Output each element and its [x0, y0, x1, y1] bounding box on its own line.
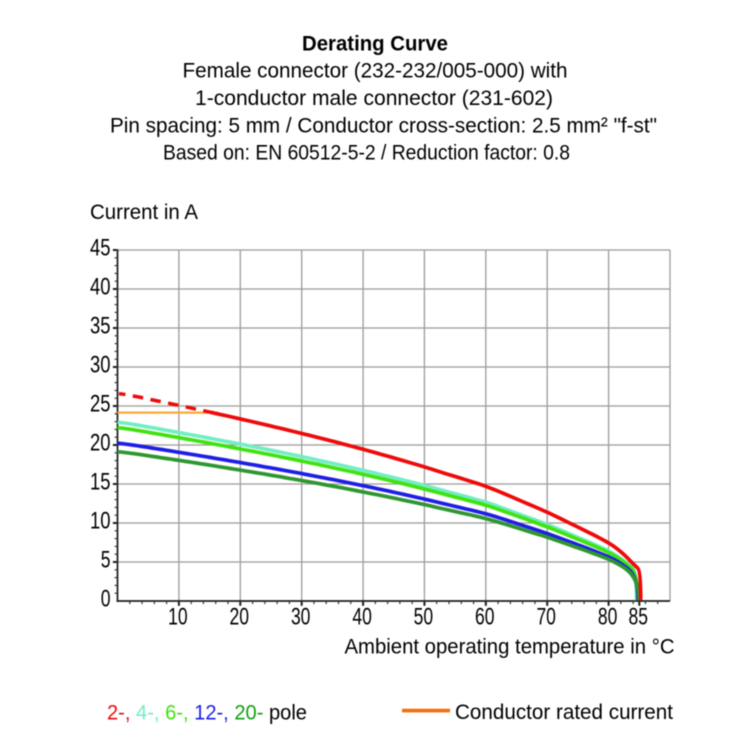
svg-text:40: 40	[352, 603, 372, 630]
svg-text:50: 50	[414, 603, 434, 630]
svg-text:30: 30	[90, 352, 111, 379]
svg-text:20: 20	[90, 430, 111, 457]
svg-text:Conductor rated current: Conductor rated current	[455, 700, 673, 724]
svg-text:20: 20	[230, 603, 250, 630]
svg-text:25: 25	[90, 391, 111, 418]
svg-text:40: 40	[90, 274, 111, 301]
svg-text:Based on: EN 60512-5-2 / Reduc: Based on: EN 60512-5-2 / Reduction facto…	[163, 141, 570, 165]
svg-text:Ambient operating temperature: Ambient operating temperature in °C	[345, 635, 675, 659]
svg-text:Current in A: Current in A	[90, 200, 199, 224]
svg-text:35: 35	[90, 313, 111, 340]
svg-text:60: 60	[475, 603, 495, 630]
svg-text:70: 70	[536, 603, 556, 630]
svg-text:45: 45	[90, 235, 111, 262]
svg-text:10: 10	[168, 603, 188, 630]
svg-text:Female connector (232-232/005-: Female connector (232-232/005-000) with	[183, 59, 568, 83]
svg-text:10: 10	[90, 508, 111, 535]
svg-text:80: 80	[598, 603, 618, 630]
svg-text:30: 30	[291, 603, 311, 630]
svg-text:2-, 4-, 6-, 12-, 20- pole: 2-, 4-, 6-, 12-, 20- pole	[107, 700, 307, 724]
svg-text:15: 15	[90, 469, 111, 496]
svg-text:5: 5	[101, 547, 111, 574]
svg-text:0: 0	[101, 586, 111, 613]
svg-text:Derating Curve: Derating Curve	[302, 31, 448, 55]
svg-text:Pin spacing: 5 mm / Conductor: Pin spacing: 5 mm / Conductor cross-sect…	[110, 113, 657, 137]
svg-text:85: 85	[629, 603, 649, 630]
svg-text:1-conductor male connector (23: 1-conductor male connector (231-602)	[195, 86, 553, 110]
